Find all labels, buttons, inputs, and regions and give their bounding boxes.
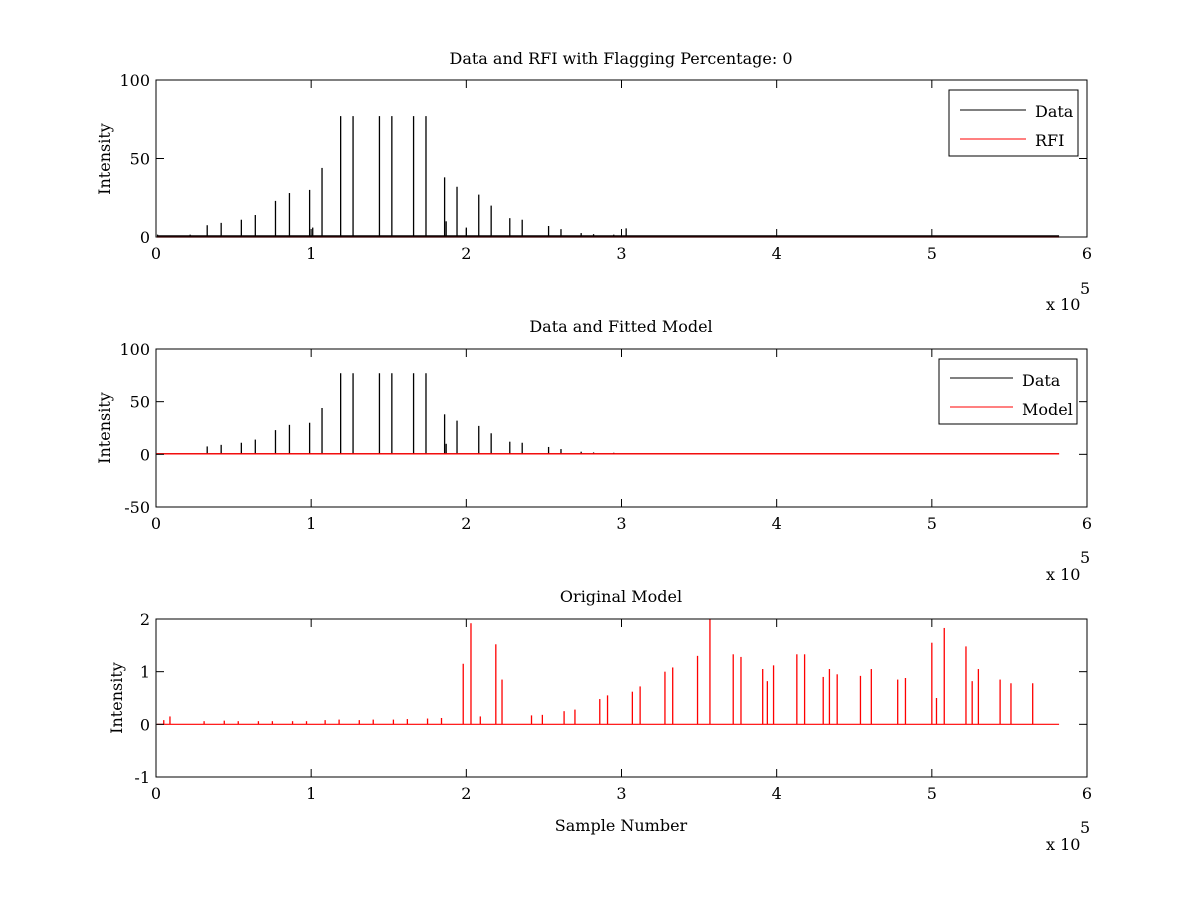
panel-3-x-tick-label: 0 — [151, 784, 161, 803]
panel-3-x-tick-label: 6 — [1082, 784, 1092, 803]
panel-2-legend: Data Model — [938, 358, 1078, 425]
panel-1-series-1 — [156, 116, 1060, 237]
panel-1-x-tick-label: 0 — [151, 244, 161, 263]
panel-3-series-1 — [157, 619, 1060, 725]
panel-3-x-multiplier: x 10 — [1046, 835, 1080, 854]
panel-2-legend-label-data: Data — [1022, 371, 1061, 390]
panel-2-y-tick-label: -50 — [124, 498, 150, 517]
panel-1-legend-label-rfi: RFI — [1035, 131, 1064, 150]
panel-1-x-tick-label: 4 — [772, 244, 782, 263]
panel-3-x-tick-label: 4 — [772, 784, 782, 803]
panel-3-ylabel: Intensity — [107, 662, 126, 734]
panel-2-y-tick-label: 50 — [130, 393, 150, 412]
panel-1-x-tick-label: 6 — [1082, 244, 1092, 263]
panel-2-y-tick-label: 100 — [119, 340, 150, 359]
panel-2-x-tick-label: 3 — [616, 514, 626, 533]
panel-1-x-tick-label: 1 — [306, 244, 316, 263]
panel-2-ylabel: Intensity — [95, 392, 114, 464]
panel-3-y-tick-label: 0 — [140, 715, 150, 734]
panel-1-x-multiplier-exponent: 5 — [1080, 279, 1090, 298]
panel-3-title: Original Model — [560, 587, 682, 606]
panel-3-x-tick-label: 3 — [616, 784, 626, 803]
panel-2-x-multiplier: x 10 — [1046, 565, 1080, 584]
panel-2-x-tick-label: 6 — [1082, 514, 1092, 533]
panel-3-xlabel: Sample Number — [555, 816, 688, 835]
panel-1-y-tick-label: 100 — [119, 71, 150, 90]
panel-2-x-tick-label: 0 — [151, 514, 161, 533]
panel-2-legend-label-model: Model — [1022, 400, 1073, 419]
panel-1: Data and RFI with Flagging Percentage: 0… — [95, 49, 1092, 314]
panel-1-x-multiplier: x 10 — [1046, 295, 1080, 314]
panel-2-x-tick-label: 2 — [461, 514, 471, 533]
panel-3-y-tick-label: -1 — [134, 768, 150, 787]
panel-1-ticks: 0 1 2 3 4 5 6 0 50 100 — [119, 71, 1092, 263]
panel-1-title: Data and RFI with Flagging Percentage: 0 — [449, 49, 792, 68]
panel-2: Data and Fitted Model Intensity 0 1 2 3 4 5 6 -… — [95, 317, 1092, 584]
panel-1-ylabel: Intensity — [95, 123, 114, 195]
panel-3-x-multiplier-exponent: 5 — [1080, 818, 1090, 837]
panel-2-x-tick-label: 5 — [927, 514, 937, 533]
panel-3-x-tick-label: 1 — [306, 784, 316, 803]
panel-3-y-tick-label: 1 — [140, 663, 150, 682]
panel-2-legend-box — [938, 358, 1078, 425]
panel-2-y-tick-label: 0 — [140, 445, 150, 464]
panel-3-x-tick-label: 5 — [927, 784, 937, 803]
panel-1-x-tick-label: 2 — [461, 244, 471, 263]
panel-1-y-tick-label: 50 — [130, 150, 150, 169]
panel-1-legend-box — [948, 89, 1079, 157]
panel-1-y-tick-label: 0 — [140, 228, 150, 247]
panel-3-y-tick-label: 2 — [140, 610, 150, 629]
panel-1-legend-label-data: Data — [1035, 102, 1074, 121]
panel-2-x-tick-label: 1 — [306, 514, 316, 533]
panel-1-legend: Data RFI — [948, 89, 1079, 157]
panel-2-x-multiplier-exponent: 5 — [1080, 548, 1090, 567]
panel-1-x-tick-label: 3 — [616, 244, 626, 263]
panel-1-x-tick-label: 5 — [927, 244, 937, 263]
panel-3-x-tick-label: 2 — [461, 784, 471, 803]
panel-2-x-tick-label: 4 — [772, 514, 782, 533]
panel-2-title: Data and Fitted Model — [529, 317, 712, 336]
